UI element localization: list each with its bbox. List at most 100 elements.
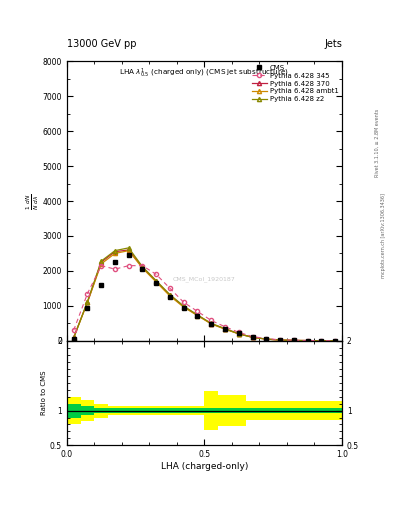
- Pythia 6.428 z2: [195, 312, 200, 318]
- Pythia 6.428 ambt1: [140, 265, 145, 271]
- Pythia 6.428 370: [99, 259, 104, 265]
- Pythia 6.428 370: [222, 326, 227, 332]
- Pythia 6.428 ambt1: [250, 334, 255, 340]
- Text: Jets: Jets: [324, 38, 342, 49]
- Line: Pythia 6.428 345: Pythia 6.428 345: [72, 264, 337, 343]
- Line: Pythia 6.428 z2: Pythia 6.428 z2: [72, 246, 337, 343]
- Pythia 6.428 345: [85, 290, 90, 296]
- Text: mcplots.cern.ch [arXiv:1306.3436]: mcplots.cern.ch [arXiv:1306.3436]: [381, 193, 386, 278]
- CMS: [182, 305, 186, 311]
- Pythia 6.428 345: [319, 337, 324, 344]
- CMS: [72, 336, 76, 342]
- Pythia 6.428 z2: [264, 336, 269, 342]
- Pythia 6.428 z2: [319, 337, 324, 344]
- CMS: [305, 337, 310, 344]
- Pythia 6.428 z2: [113, 248, 118, 254]
- Pythia 6.428 z2: [250, 334, 255, 340]
- Pythia 6.428 z2: [278, 337, 283, 343]
- Pythia 6.428 370: [333, 337, 338, 344]
- Pythia 6.428 370: [85, 299, 90, 305]
- Pythia 6.428 370: [209, 321, 214, 327]
- Pythia 6.428 345: [99, 263, 104, 269]
- Pythia 6.428 ambt1: [264, 336, 269, 342]
- Pythia 6.428 z2: [140, 264, 145, 270]
- Pythia 6.428 370: [182, 304, 186, 310]
- Pythia 6.428 z2: [237, 331, 241, 337]
- Pythia 6.428 370: [319, 337, 324, 344]
- Pythia 6.428 ambt1: [113, 250, 118, 257]
- Pythia 6.428 345: [182, 299, 186, 305]
- Pythia 6.428 z2: [127, 245, 131, 251]
- Pythia 6.428 z2: [154, 278, 159, 284]
- Text: 13000 GeV pp: 13000 GeV pp: [67, 38, 136, 49]
- Pythia 6.428 345: [168, 285, 173, 291]
- Pythia 6.428 z2: [85, 298, 90, 305]
- Pythia 6.428 ambt1: [195, 312, 200, 318]
- CMS: [278, 337, 283, 343]
- Pythia 6.428 ambt1: [278, 337, 283, 343]
- Pythia 6.428 345: [209, 317, 214, 324]
- Pythia 6.428 345: [237, 329, 241, 335]
- Pythia 6.428 345: [140, 263, 145, 269]
- Pythia 6.428 370: [264, 336, 269, 342]
- Pythia 6.428 370: [195, 312, 200, 318]
- CMS: [333, 337, 338, 344]
- CMS: [154, 280, 159, 286]
- Line: CMS: CMS: [72, 253, 337, 343]
- Pythia 6.428 370: [305, 337, 310, 344]
- Pythia 6.428 ambt1: [292, 337, 296, 344]
- Y-axis label: Ratio to CMS: Ratio to CMS: [41, 371, 47, 415]
- CMS: [250, 334, 255, 340]
- Pythia 6.428 345: [113, 266, 118, 272]
- Pythia 6.428 z2: [292, 337, 296, 344]
- Pythia 6.428 345: [127, 263, 131, 269]
- Pythia 6.428 z2: [209, 321, 214, 327]
- Pythia 6.428 ambt1: [182, 304, 186, 310]
- Pythia 6.428 345: [222, 324, 227, 330]
- Pythia 6.428 345: [264, 335, 269, 342]
- Pythia 6.428 ambt1: [305, 337, 310, 344]
- Pythia 6.428 ambt1: [333, 337, 338, 344]
- Pythia 6.428 345: [154, 271, 159, 278]
- Pythia 6.428 z2: [168, 291, 173, 297]
- Pythia 6.428 370: [72, 334, 76, 340]
- CMS: [85, 305, 90, 311]
- Line: Pythia 6.428 370: Pythia 6.428 370: [72, 248, 337, 343]
- Pythia 6.428 345: [72, 327, 76, 333]
- Pythia 6.428 ambt1: [127, 248, 131, 254]
- Pythia 6.428 ambt1: [209, 321, 214, 327]
- CMS: [113, 259, 118, 265]
- CMS: [292, 337, 296, 344]
- Pythia 6.428 345: [292, 337, 296, 344]
- CMS: [168, 294, 173, 300]
- CMS: [127, 252, 131, 258]
- Pythia 6.428 370: [113, 249, 118, 255]
- Pythia 6.428 z2: [333, 337, 338, 344]
- Pythia 6.428 370: [140, 264, 145, 270]
- Pythia 6.428 345: [333, 337, 338, 344]
- Pythia 6.428 370: [168, 292, 173, 298]
- Y-axis label: $\frac{1}{N}\,\frac{dN}{d\lambda}$: $\frac{1}{N}\,\frac{dN}{d\lambda}$: [25, 193, 41, 209]
- CMS: [209, 321, 214, 327]
- Pythia 6.428 370: [292, 337, 296, 344]
- CMS: [264, 336, 269, 342]
- Pythia 6.428 ambt1: [154, 279, 159, 285]
- Pythia 6.428 z2: [305, 337, 310, 344]
- Pythia 6.428 ambt1: [168, 293, 173, 299]
- Pythia 6.428 ambt1: [72, 335, 76, 341]
- Pythia 6.428 370: [237, 331, 241, 337]
- CMS: [222, 326, 227, 332]
- Pythia 6.428 ambt1: [85, 299, 90, 305]
- Pythia 6.428 370: [250, 334, 255, 340]
- CMS: [99, 282, 104, 288]
- Text: Rivet 3.1.10, ≥ 2.8M events: Rivet 3.1.10, ≥ 2.8M events: [375, 109, 380, 178]
- Pythia 6.428 z2: [222, 326, 227, 332]
- Text: CMS_MCol_1920187: CMS_MCol_1920187: [173, 276, 236, 282]
- Pythia 6.428 ambt1: [319, 337, 324, 344]
- Pythia 6.428 ambt1: [99, 261, 104, 267]
- CMS: [195, 313, 200, 319]
- Pythia 6.428 370: [154, 279, 159, 285]
- CMS: [237, 330, 241, 336]
- Pythia 6.428 345: [305, 337, 310, 344]
- Pythia 6.428 345: [195, 308, 200, 314]
